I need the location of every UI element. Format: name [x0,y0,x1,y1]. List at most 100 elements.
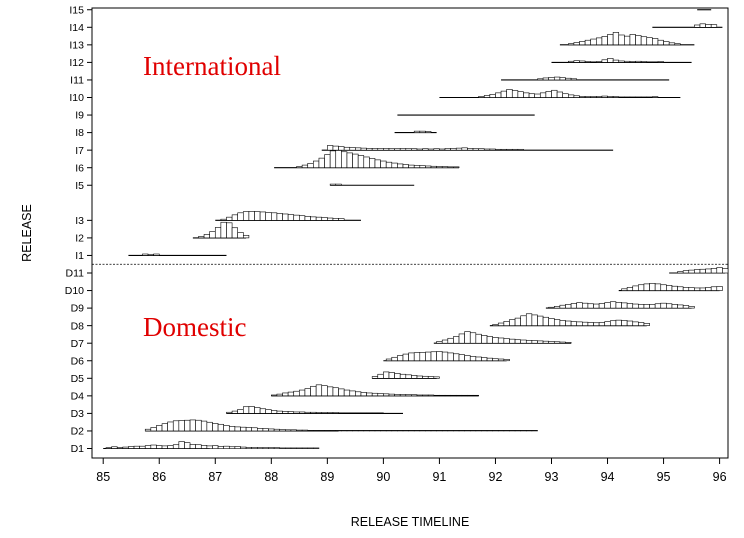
histogram-bar [514,317,521,326]
histogram-bar [475,333,482,344]
histogram-bar [553,341,561,344]
histogram-bar [366,412,373,414]
histogram-bar [511,148,519,151]
histogram-bar [590,38,597,46]
x-tick-label: 85 [96,470,110,484]
histogram-bar [525,339,533,344]
histogram-bar [444,148,451,151]
histogram-bar [111,446,118,449]
histogram-bar [408,164,415,168]
histogram-bar [226,222,233,239]
histogram-bar [492,358,499,362]
histogram-bar [640,36,648,46]
x-tick-label: 89 [320,470,334,484]
histogram-bar [427,148,435,151]
histogram-bar [601,59,608,63]
histogram-bar [397,163,404,168]
histogram-bar [383,393,390,397]
y-tick-label: D8 [71,320,85,332]
histogram-bar [271,212,278,221]
release-i6 [274,149,460,169]
histogram-bar [447,166,454,169]
histogram-bar [559,341,566,344]
histogram-bar [394,148,401,151]
histogram-bar [419,430,426,432]
histogram-bar [374,159,381,168]
histogram-bar [321,412,328,414]
histogram-bar [682,305,690,309]
histogram-bar [223,445,230,449]
histogram-bar [380,160,387,168]
histogram-bar [352,430,359,432]
histogram-bar [657,61,664,63]
histogram-bar [142,253,149,256]
histogram-bar [374,430,381,432]
histogram-bar [497,358,505,362]
y-tick-label: D2 [71,426,85,438]
histogram-bar [430,430,437,432]
histogram-bar [469,356,477,362]
histogram-bar [161,423,168,432]
histogram-bar [716,286,723,291]
histogram-bar [604,321,611,326]
histogram-bar [503,320,510,326]
histogram-bar [335,149,342,168]
histogram-bar [710,24,718,28]
histogram-bar [481,430,488,432]
histogram-bar [447,352,454,362]
histogram-bar [553,76,561,81]
histogram-bar [248,406,255,414]
histogram-bar [156,425,163,432]
histogram-bar [371,412,379,414]
histogram-bar [492,337,499,344]
histogram-bar [425,165,432,169]
histogram-bar [399,373,407,379]
histogram-bar [444,394,451,397]
histogram-bar [503,358,510,362]
release-d7 [433,331,572,344]
histogram-bar [391,430,398,432]
histogram-bar [377,148,384,151]
histogram-bar [503,430,510,432]
histogram-bar [318,157,325,169]
histogram-bar [366,148,373,151]
histogram-bar [360,392,367,397]
release-d9 [545,301,695,309]
histogram-bar [150,427,157,432]
histogram-bar [425,351,432,362]
histogram-bar [307,430,314,432]
histogram-bar [195,419,202,432]
histogram-bar [268,447,275,449]
histogram-bar [195,444,202,449]
histogram-bar [242,406,250,414]
histogram-bar [629,61,636,63]
histogram-bar [402,353,409,362]
histogram-bar [271,410,278,414]
histogram-bar [153,253,160,256]
histogram-bar [242,211,250,221]
histogram-bar [663,41,670,46]
histogram-bar [514,430,521,432]
histogram-bar [405,374,412,379]
histogram-bar [427,376,435,379]
y-tick-label: I5 [75,180,84,192]
histogram-bar [223,425,230,432]
histogram-bar [682,270,690,274]
histogram-bar [178,420,185,432]
histogram-bar [607,58,614,63]
histogram-bar [296,429,303,432]
histogram-bar [332,218,339,221]
histogram-bar [528,93,535,98]
histogram-bar [469,430,477,432]
histogram-bar [624,60,631,63]
histogram-bar [489,94,496,98]
histogram-bar [646,37,653,46]
x-axis-title: RELEASE TIMELINE [351,515,470,529]
histogram-bar [237,409,244,414]
histogram-bar [419,130,426,133]
histogram-bar [343,146,351,151]
histogram-bar [640,61,648,63]
histogram-bar [335,183,342,186]
y-tick-label: I15 [69,4,84,16]
histogram-bar [621,320,628,326]
